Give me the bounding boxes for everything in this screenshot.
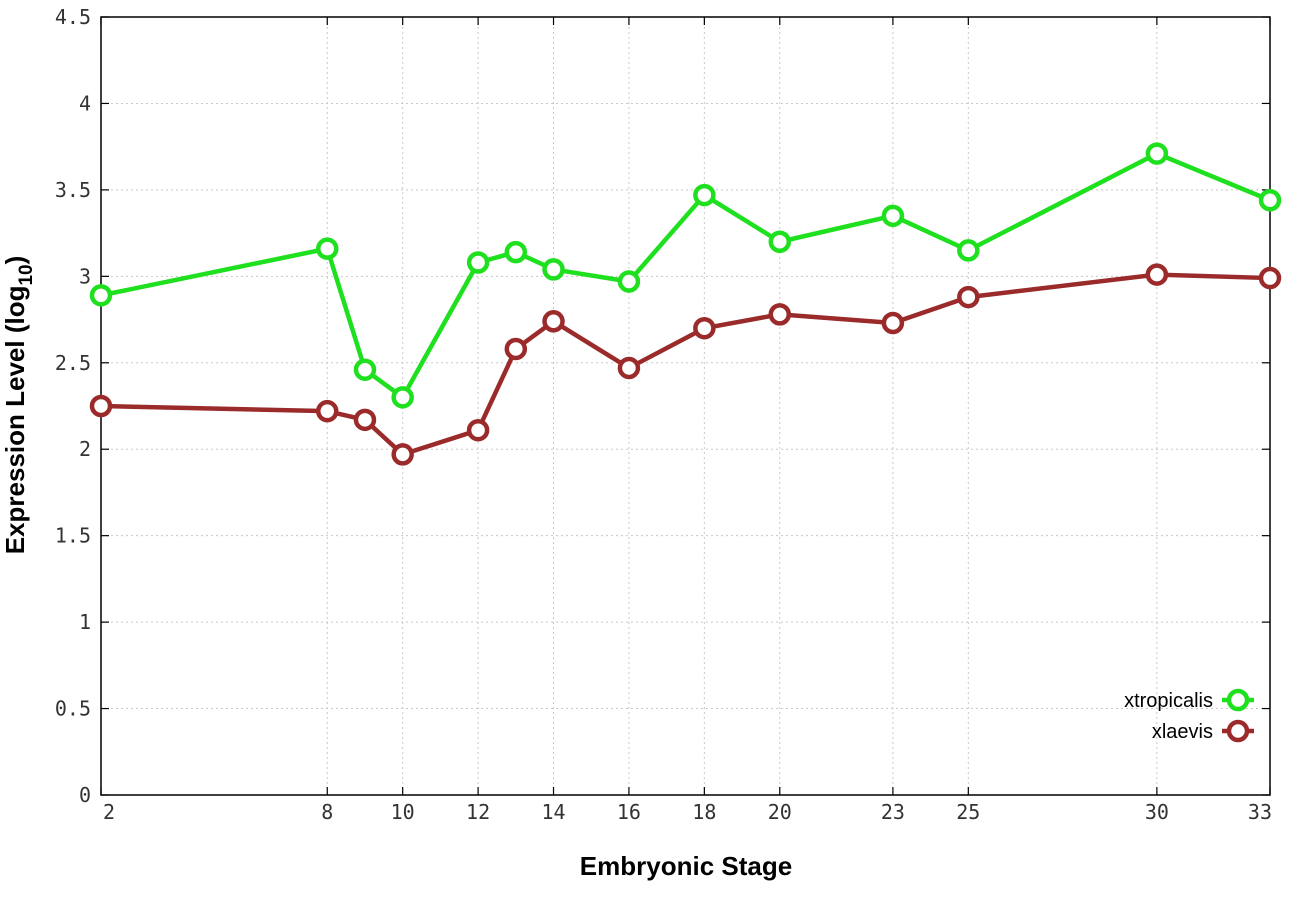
y-tick-label: 1.5 — [55, 524, 91, 548]
x-tick-label: 25 — [956, 800, 980, 824]
data-point-xlaevis — [353, 408, 377, 432]
legend-label-xlaevis: xlaevis — [1152, 721, 1213, 743]
data-point-xtropicalis — [316, 237, 339, 260]
x-tick-label: 16 — [617, 800, 641, 824]
data-point-xtropicalis — [466, 251, 490, 274]
x-tick-label: 12 — [466, 800, 490, 824]
y-tick-label: 3.5 — [55, 178, 91, 202]
data-point-xtropicalis — [617, 270, 641, 293]
series-xlaevis — [89, 263, 1282, 466]
y-tick-label: 2 — [79, 437, 91, 461]
data-point-xlaevis — [617, 356, 641, 380]
y-axis-title-main: Expression Level (log — [0, 286, 30, 555]
x-tick-label: 23 — [881, 800, 905, 824]
data-point-xlaevis — [1145, 263, 1169, 286]
y-axis-title: Expression Level (log10) — [0, 256, 37, 555]
data-point-xlaevis — [316, 399, 339, 423]
data-point-xtropicalis — [768, 230, 792, 254]
data-point-xlaevis — [504, 337, 528, 361]
data-point-xtropicalis — [957, 239, 980, 262]
y-tick-label: 0.5 — [55, 697, 91, 721]
data-point-xlaevis — [466, 418, 490, 442]
data-point-xlaevis — [957, 285, 980, 309]
y-tick-label: 4 — [79, 91, 91, 115]
x-tick-label: 10 — [391, 800, 415, 824]
data-point-xtropicalis — [542, 258, 565, 281]
data-point-xlaevis — [881, 311, 905, 335]
x-tick-label: 30 — [1145, 800, 1169, 824]
data-point-xlaevis — [89, 394, 113, 418]
series-layer — [89, 142, 1282, 466]
legend-marker-xlaevis — [1226, 719, 1250, 743]
x-tick-label: 20 — [768, 800, 792, 824]
axis-ticks: 0 0.5 1 1.5 2 2.5 3 3.5 4 4.5 2 8 10 12 14 16 18 20 23 25 30… — [55, 5, 1272, 824]
y-axis-title-close: ) — [0, 256, 30, 265]
legend-marker-xtropicalis — [1226, 688, 1250, 712]
data-point-xtropicalis — [391, 386, 414, 409]
y-axis-title-subscript: 10 — [16, 264, 37, 285]
x-axis-title: Embryonic Stage — [580, 851, 792, 881]
x-tick-label: 14 — [541, 800, 565, 824]
data-point-xtropicalis — [693, 183, 716, 207]
legend-label-xtropicalis: xtropicalis — [1124, 690, 1213, 712]
legend: xtropicalis xlaevis — [1124, 688, 1254, 743]
data-point-xtropicalis — [353, 358, 377, 381]
y-tick-label: 1 — [79, 610, 91, 634]
data-point-xlaevis — [768, 303, 792, 326]
x-tick-label: 2 — [103, 800, 115, 824]
data-point-xtropicalis — [89, 284, 113, 307]
data-point-xtropicalis — [1258, 189, 1282, 212]
data-point-xtropicalis — [881, 204, 905, 228]
x-tick-label: 8 — [321, 800, 333, 824]
y-tick-label: 4.5 — [55, 5, 91, 29]
data-point-xlaevis — [391, 443, 414, 466]
data-point-xlaevis — [1258, 266, 1282, 290]
data-point-xlaevis — [542, 310, 565, 333]
y-tick-label: 0 — [79, 783, 91, 807]
data-point-xtropicalis — [1145, 142, 1169, 165]
y-tick-label: 2.5 — [55, 351, 91, 375]
data-point-xtropicalis — [504, 240, 528, 264]
series-xtropicalis — [89, 142, 1282, 409]
x-tick-label: 33 — [1248, 800, 1272, 824]
y-tick-label: 3 — [79, 264, 91, 288]
data-point-xlaevis — [693, 316, 716, 340]
x-tick-label: 18 — [692, 800, 716, 824]
